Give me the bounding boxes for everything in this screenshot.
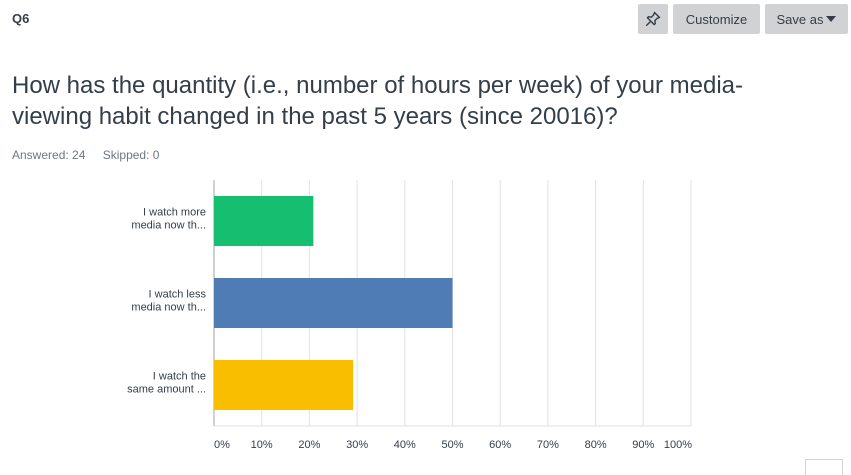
answered-count: Answered: 24 <box>12 148 86 162</box>
x-tick-label: 40% <box>394 439 416 451</box>
category-label: same amount ... <box>127 384 206 396</box>
category-label: I watch more <box>143 207 206 219</box>
category-label: I watch the <box>153 371 206 383</box>
save-as-label: Save as <box>776 11 824 27</box>
save-as-button[interactable]: Save as <box>765 4 848 34</box>
skipped-count: Skipped: 0 <box>102 148 160 162</box>
chevron-down-icon <box>826 16 837 22</box>
scroll-corner <box>805 459 843 475</box>
customize-button[interactable]: Customize <box>673 4 760 34</box>
x-tick-label: 60% <box>489 439 511 451</box>
pin-button[interactable] <box>638 4 668 34</box>
x-tick-label: 30% <box>346 439 368 451</box>
response-stats: Answered: 24 Skipped: 0 <box>12 148 159 162</box>
x-tick-label: 50% <box>441 439 463 451</box>
bar-1 <box>214 196 314 246</box>
question-number: Q6 <box>12 11 30 26</box>
bar-2 <box>214 278 453 328</box>
x-tick-label: 100% <box>664 439 692 451</box>
category-label: media now th... <box>131 220 206 232</box>
x-tick-label: 90% <box>632 439 654 451</box>
toolbar: Customize Save as <box>638 4 848 34</box>
x-tick-label: 0% <box>214 439 230 451</box>
x-tick-label: 70% <box>537 439 559 451</box>
pin-icon <box>645 11 661 27</box>
bar-3 <box>214 360 354 410</box>
x-tick-label: 20% <box>298 439 320 451</box>
x-tick-label: 80% <box>585 439 607 451</box>
category-label: I watch less <box>149 289 207 301</box>
category-label: media now th... <box>131 302 206 314</box>
question-title: How has the quantity (i.e., number of ho… <box>12 72 744 130</box>
x-tick-label: 10% <box>251 439 273 451</box>
